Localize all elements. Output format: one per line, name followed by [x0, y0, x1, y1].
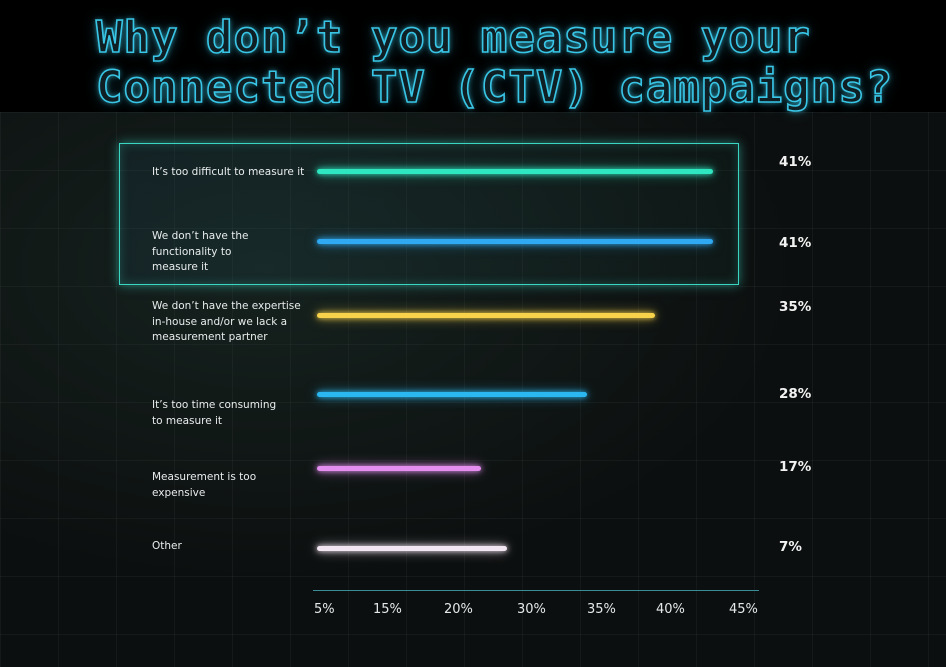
bar: [317, 313, 656, 318]
x-axis-line: [313, 590, 759, 591]
x-tick-label: 35%: [587, 602, 616, 617]
x-tick-label: 5%: [314, 602, 335, 617]
chart-area: [0, 112, 946, 667]
category-label: Measurement is too expensive: [152, 471, 257, 499]
chart-title-line-2: Connected TV (CTV) campaigns?: [95, 61, 894, 114]
x-tick-label: 30%: [517, 602, 546, 617]
chart-title-line-1: Why don’t you measure your: [95, 11, 811, 64]
value-label: 35%: [779, 299, 812, 315]
x-tick-label: 20%: [444, 602, 473, 617]
x-tick-label: 15%: [373, 602, 402, 617]
value-label: 41%: [779, 154, 812, 170]
x-tick-label: 45%: [729, 602, 758, 617]
category-label: We don’t have the expertise in-house and…: [152, 300, 301, 343]
bar: [317, 546, 507, 551]
highlight-box: [119, 143, 739, 285]
value-label: 17%: [779, 459, 812, 475]
category-label: Other: [152, 540, 182, 552]
category-label: It’s too time consuming to measure it: [152, 399, 277, 427]
bar: [317, 392, 588, 397]
category-label: It’s too difficult to measure it: [152, 166, 305, 178]
value-label: 41%: [779, 235, 812, 251]
bar: [317, 239, 713, 244]
value-label: 28%: [779, 386, 812, 402]
bar: [317, 466, 482, 471]
bar: [317, 169, 713, 174]
title-band: [0, 0, 946, 112]
x-tick-label: 40%: [656, 602, 685, 617]
value-label: 7%: [779, 539, 802, 555]
category-label: We don’t have the functionality to measu…: [152, 230, 249, 273]
